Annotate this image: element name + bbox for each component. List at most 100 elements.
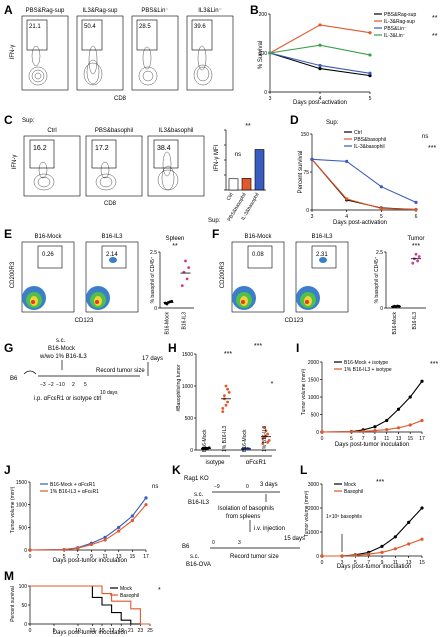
flow-percentage: 38.4 xyxy=(157,145,171,152)
panel-f-flow-2: B16-IL3 2.31 xyxy=(295,234,349,313)
panel-m-sig: * xyxy=(158,587,161,594)
data-point xyxy=(76,546,80,550)
panel-e-sig: ** xyxy=(172,243,178,250)
x-tick-label: 4 xyxy=(345,214,348,220)
data-point xyxy=(185,277,189,281)
data-point xyxy=(349,430,354,434)
data-point xyxy=(318,43,322,47)
panel-a-ylabel: IFN-γ xyxy=(10,45,16,60)
data-point xyxy=(318,63,322,68)
panel-c-ns: ns xyxy=(235,152,241,158)
panel-m-xlabel: Days post-tumor inoculation xyxy=(53,630,127,636)
panel-l-sig: *** xyxy=(376,479,384,486)
panel-h-group-2: αFcεR1 xyxy=(246,460,267,466)
days-label: 15 days xyxy=(284,536,305,542)
y-tick-label: 3000 xyxy=(308,482,319,488)
panel-e-xlabel: CD123 xyxy=(75,318,94,324)
density-cloud xyxy=(296,257,327,310)
contour-blob xyxy=(193,45,213,86)
data-point xyxy=(224,384,228,388)
cells-label: B16-IL3 xyxy=(188,500,210,506)
x-tick-label: 11 xyxy=(102,554,107,560)
data-point xyxy=(379,206,383,211)
days-label: 17 days xyxy=(142,356,163,362)
record-label: Record tumor size xyxy=(96,368,145,374)
y-tick-label: 1500 xyxy=(182,352,193,358)
data-point xyxy=(420,418,424,423)
panel-c-label: C xyxy=(4,113,13,127)
y-tick-label: 0 xyxy=(154,306,157,312)
panel-b-xlabel: Days post-activation xyxy=(293,100,347,106)
data-point xyxy=(266,440,269,444)
x-tick-label: 21 xyxy=(128,628,134,634)
data-point xyxy=(345,159,349,163)
x-tick-label: 15 xyxy=(99,628,105,634)
legend-entry: 1% B16-IL3 + αFcεR1 xyxy=(50,489,99,495)
x-tick-label: 3 xyxy=(341,560,344,566)
panel-g-timeline: B6 s.c. B16-Mock w/wo 1% B16-IL3 Record … xyxy=(10,338,163,402)
legend-entry: B16-Mock + αFcεR1 xyxy=(50,482,95,488)
panel-c-sup-label: Sup: xyxy=(22,118,35,124)
data-point xyxy=(420,537,424,541)
y-tick-label: 2.5 xyxy=(376,250,383,256)
data-point xyxy=(318,67,322,71)
y-tick-label: 0 xyxy=(24,622,27,628)
data-point xyxy=(221,410,225,413)
data-point xyxy=(407,520,411,525)
days-label: 3 days xyxy=(260,482,278,488)
panel-b-ylabel: % Survival xyxy=(258,41,264,69)
y-tick-label: 50 xyxy=(21,603,27,609)
panel-f-dot-ylabel: % basophil of CD45⁺ xyxy=(374,256,380,303)
panel-l-injection-label: 1×10⁵ basophils xyxy=(326,514,362,520)
tick-label: −1 xyxy=(56,382,62,388)
tick-label: 5 xyxy=(84,382,87,388)
flow-title: Ctrl xyxy=(47,128,56,134)
panel-h-sig-1: *** xyxy=(224,351,232,358)
series-line xyxy=(311,158,417,211)
legend-entry: Mock xyxy=(344,482,356,488)
panel-c-sup2-label: Sup: xyxy=(208,218,221,224)
x-tick-label: 5 xyxy=(63,554,66,560)
y-tick-label: 2000 xyxy=(308,506,319,512)
panel-g-label: G xyxy=(4,341,13,355)
data-point xyxy=(180,284,184,287)
data-point xyxy=(261,437,265,440)
data-point xyxy=(144,503,148,507)
x-tick-label: 11 xyxy=(384,436,389,442)
bar xyxy=(228,178,239,191)
series-line xyxy=(321,380,423,433)
data-point xyxy=(373,429,377,433)
series-line xyxy=(322,538,423,557)
data-point xyxy=(263,426,266,429)
panel-c-sig: ** xyxy=(245,123,251,130)
mouse1-label: Rag1 KO xyxy=(184,476,209,482)
flow-title: IL3&basophil xyxy=(159,128,194,134)
data-point xyxy=(261,442,265,445)
data-point xyxy=(144,496,148,500)
data-point xyxy=(224,403,228,407)
panel-d-ns: ns xyxy=(422,134,428,140)
y-tick-label: 2000 xyxy=(308,360,319,366)
data-point xyxy=(416,259,419,263)
x-tick-label: 5 xyxy=(369,96,372,102)
panel-f-label: F xyxy=(212,227,219,241)
panel-e-dot-chart: 0 2.5 B16-Mock B16-IL3 xyxy=(150,250,194,335)
x-tick-label: 17 xyxy=(109,628,115,634)
data-point xyxy=(385,418,389,423)
data-point xyxy=(28,548,32,552)
panel-i-sig: *** xyxy=(430,361,438,368)
y-tick-label: 0 xyxy=(24,548,27,554)
data-point xyxy=(414,200,418,204)
data-point xyxy=(408,395,412,399)
flow-gate xyxy=(191,19,213,51)
cells-line-1: B16-Mock xyxy=(48,346,76,352)
contour-blob xyxy=(33,161,55,191)
mouse-label: B6 xyxy=(10,376,18,382)
panel-k-timeline: Rag1 KO s.c. B16-IL3 −9 0 3 days Isolati… xyxy=(182,476,305,568)
x-tick-label: 15 xyxy=(419,560,425,566)
y-tick-label: 0 xyxy=(316,554,319,560)
panel-e-label: E xyxy=(4,227,12,241)
panel-f-ylabel: CD200R3 xyxy=(220,261,226,288)
data-point xyxy=(103,538,107,542)
